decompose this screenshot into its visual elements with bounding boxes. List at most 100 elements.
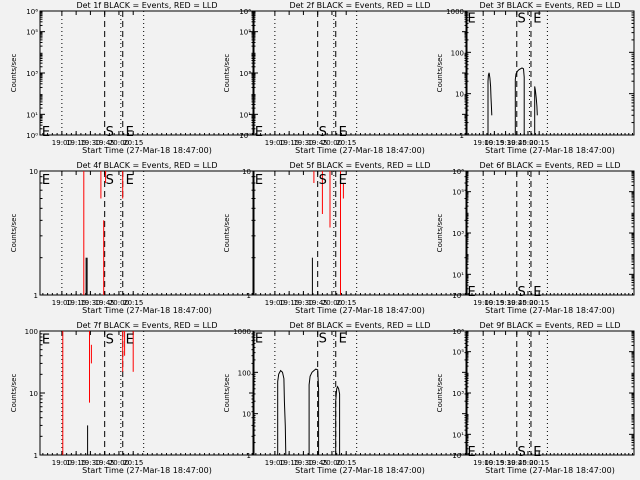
y-tick-label: 100 <box>238 369 251 377</box>
x-tick-label: 20:15 <box>529 139 549 147</box>
x-tick-label: 19:45 <box>95 139 115 147</box>
y-tick-label: 10⁵ <box>239 29 251 37</box>
x-axis-label: Start Time (27-Mar-18 18:47:00) <box>82 146 212 155</box>
panel-det-6: Det 6f BLACK = Events, RED = LLD Counts/s… <box>436 161 635 315</box>
x-tick-label: 20:15 <box>123 299 143 307</box>
marker-label-e: E <box>339 173 347 188</box>
panel-title: Det 5f BLACK = Events, RED = LLD <box>289 161 430 170</box>
x-tick-label: 19:45 <box>507 299 527 307</box>
x-tick-label: 20:15 <box>529 299 549 307</box>
x-tick-label: 19:30 <box>495 459 515 467</box>
marker-label-e: E <box>255 125 263 140</box>
marker-label-e: E <box>339 331 347 346</box>
y-tick-label: 100 <box>25 328 38 336</box>
marker-label-s: S <box>106 125 114 140</box>
x-axis-label: Start Time (27-Mar-18 18:47:00) <box>485 466 615 475</box>
y-tick-label: 1 <box>460 132 464 140</box>
plot-frame <box>252 170 468 296</box>
x-axis-label: Start Time (27-Mar-18 18:47:00) <box>82 306 212 315</box>
plot-frame <box>39 330 255 456</box>
y-tick-label: 1 <box>34 292 38 300</box>
x-tick-label: 19:00 <box>52 139 72 147</box>
x-tick-label: 20:00 <box>109 299 129 307</box>
y-tick-label: 10 <box>455 91 464 99</box>
x-tick-label: 20:00 <box>322 459 342 467</box>
y-tick-label: 10³ <box>452 390 464 398</box>
x-tick-label: 20:00 <box>109 459 129 467</box>
marker-label-e: E <box>126 173 134 188</box>
y-axis-label: Counts/sec <box>223 374 231 413</box>
marker-label-e: E <box>339 125 347 140</box>
x-tick-label: 20:15 <box>529 459 549 467</box>
x-tick-label: 19:30 <box>80 139 100 147</box>
x-tick-label: 19:15 <box>279 459 299 467</box>
panel-det-5: Det 5f BLACK = Events, RED = LLD Counts/s… <box>223 161 468 315</box>
y-tick-label: 1 <box>34 452 38 460</box>
x-tick-label: 20:00 <box>518 459 538 467</box>
y-tick-label: 10⁰ <box>452 452 464 460</box>
y-tick-label: 10 <box>242 168 251 176</box>
marker-label-e: E <box>533 11 541 26</box>
y-tick-label: 1 <box>247 292 251 300</box>
y-tick-label: 10³ <box>26 70 38 78</box>
x-tick-label: 19:45 <box>95 459 115 467</box>
y-tick-label: 10⁰ <box>26 132 38 140</box>
y-axis-label: Counts/sec <box>10 374 18 413</box>
x-tick-label: 20:00 <box>322 299 342 307</box>
x-axis-label: Start Time (27-Mar-18 18:47:00) <box>295 466 425 475</box>
marker-label-e: E <box>126 333 134 348</box>
x-tick-label: 20:00 <box>109 139 129 147</box>
y-tick-label: 10⁵ <box>452 349 464 357</box>
panel-title: Det 9f BLACK = Events, RED = LLD <box>479 321 620 330</box>
y-tick-label: 10¹ <box>26 111 38 119</box>
y-tick-label: 10⁰ <box>452 292 464 300</box>
x-tick-label: 19:15 <box>279 299 299 307</box>
panel-det-3: Det 3f BLACK = Events, RED = LLD Counts/s… <box>436 1 635 155</box>
x-tick-label: 19:30 <box>495 139 515 147</box>
panel-det-7: Det 7f BLACK = Events, RED = LLD Counts/s… <box>10 321 255 475</box>
x-tick-label: 19:15 <box>484 299 504 307</box>
plot-frame <box>39 10 255 136</box>
marker-label-e: E <box>42 173 50 188</box>
y-tick-label: 10⁰ <box>239 132 251 140</box>
x-tick-label: 19:00 <box>265 459 285 467</box>
y-tick-label: 1000 <box>233 328 251 336</box>
y-axis-label: Counts/sec <box>436 214 444 253</box>
marker-label-s: S <box>518 445 526 460</box>
panel-det-4: Det 4f BLACK = Events, RED = LLD Counts/s… <box>10 161 255 315</box>
y-axis-label: Counts/sec <box>436 374 444 413</box>
marker-label-e: E <box>467 285 475 300</box>
marker-label-e: E <box>42 333 50 348</box>
x-tick-label: 19:00 <box>473 299 493 307</box>
marker-label-s: S <box>319 173 327 188</box>
y-tick-label: 1000 <box>446 8 464 16</box>
x-tick-label: 19:30 <box>80 299 100 307</box>
panel-title: Det 8f BLACK = Events, RED = LLD <box>289 321 430 330</box>
x-tick-label: 19:00 <box>473 459 493 467</box>
y-tick-label: 1 <box>247 452 251 460</box>
x-tick-label: 20:15 <box>336 459 356 467</box>
x-axis-label: Start Time (27-Mar-18 18:47:00) <box>82 466 212 475</box>
x-tick-label: 19:00 <box>52 299 72 307</box>
panel-title: Det 4f BLACK = Events, RED = LLD <box>76 161 217 170</box>
panel-title: Det 2f BLACK = Events, RED = LLD <box>289 1 430 10</box>
x-tick-label: 19:45 <box>308 299 328 307</box>
events-series-line <box>308 368 320 455</box>
y-axis-label: Counts/sec <box>10 54 18 93</box>
x-axis-label: Start Time (27-Mar-18 18:47:00) <box>485 306 615 315</box>
y-tick-label: 100 <box>451 49 464 57</box>
y-axis-label: Counts/sec <box>223 54 231 93</box>
marker-label-s: S <box>518 11 526 26</box>
y-tick-label: 10¹ <box>452 271 464 279</box>
y-tick-label: 10⁶ <box>452 328 464 336</box>
events-series-line <box>277 369 287 456</box>
marker-label-e: E <box>42 125 50 140</box>
x-tick-label: 19:30 <box>293 459 313 467</box>
y-axis-label: Counts/sec <box>436 54 444 93</box>
y-axis-label: Counts/sec <box>10 214 18 253</box>
x-tick-label: 19:15 <box>484 139 504 147</box>
y-tick-label: 10¹ <box>239 111 251 119</box>
y-axis-label: Counts/sec <box>223 214 231 253</box>
panel-title: Det 7f BLACK = Events, RED = LLD <box>76 321 217 330</box>
y-tick-label: 10¹ <box>452 431 464 439</box>
